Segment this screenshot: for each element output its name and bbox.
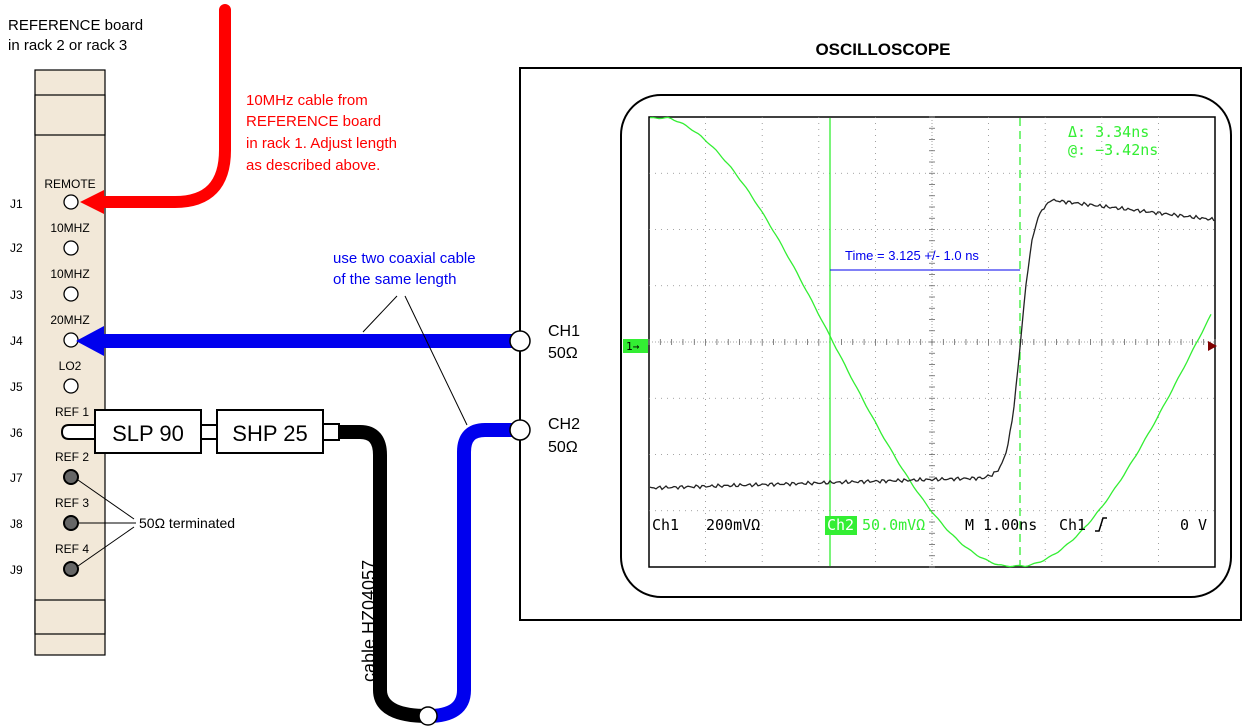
jack-id-j4: J4 <box>10 334 23 348</box>
jack-label-remote: REMOTE <box>44 177 95 191</box>
board-title-line2: in rack 2 or rack 3 <box>8 37 127 54</box>
reference-board-panel <box>34 69 106 656</box>
board-title-line1: REFERENCE board <box>8 17 143 34</box>
jack-j5-connector[interactable] <box>63 378 79 394</box>
status-ch2: Ch2 <box>827 516 854 534</box>
board-bottom-handle <box>34 599 106 635</box>
ch1-impedance: 50Ω <box>548 345 578 362</box>
jack-id-j7: J7 <box>10 471 23 485</box>
blue-ch2-cable <box>427 423 520 723</box>
status-trigger-level: 0 V <box>1180 516 1207 534</box>
ch2-impedance: 50Ω <box>548 439 578 456</box>
oscilloscope-screen: Time = 3.125 +/- 1.0 ns Δ: 3.34ns @: −3.… <box>623 116 1217 568</box>
red-note-line2: REFERENCE board <box>246 113 381 130</box>
trigger-level-marker <box>1208 341 1217 351</box>
red-note: 10MHz cable from REFERENCE board in rack… <box>246 92 397 174</box>
jack-label-ref1: REF 1 <box>55 405 89 419</box>
shp-25-filter: SHP 25 <box>216 409 324 454</box>
ch1-marker-label: 1→ <box>626 340 640 353</box>
jack-id-j9: J9 <box>10 563 23 577</box>
red-arrowhead <box>80 190 104 214</box>
red-10mhz-cable <box>80 4 231 214</box>
blue-note-line2: of the same length <box>333 271 456 288</box>
terminated-callout: 50Ω terminated <box>77 479 235 567</box>
at-readout: @: −3.42ns <box>1068 141 1158 159</box>
ch2-input-connector[interactable] <box>509 419 531 441</box>
status-trigger-source: Ch1 <box>1059 516 1086 534</box>
jack-id-j2: J2 <box>10 241 23 255</box>
status-timebase: M 1.00ns <box>965 516 1037 534</box>
filter-coupler <box>200 424 218 440</box>
slp-90-filter: SLP 90 <box>94 409 202 454</box>
status-ch2-highlight <box>825 516 857 535</box>
jack-j8-terminated <box>63 515 79 531</box>
ch2-waveform <box>649 116 1212 568</box>
jack-label-ref3: REF 3 <box>55 496 89 510</box>
ref1-connector-link <box>60 424 95 440</box>
jack-j2-connector[interactable] <box>63 240 79 256</box>
shp-output-connector <box>322 423 340 441</box>
red-note-line3: in rack 1. Adjust length <box>246 135 397 152</box>
blue-note-line1: use two coaxial cable <box>333 250 476 267</box>
terminated-label: 50Ω terminated <box>139 515 235 531</box>
jack-id-j5: J5 <box>10 380 23 394</box>
ch1-input-connector[interactable] <box>509 330 531 352</box>
cable-label: cable HZ04057 <box>359 560 379 682</box>
screen-graticule <box>648 116 1216 568</box>
jack-label-20mhz: 20MHZ <box>50 313 89 327</box>
jack-id-j3: J3 <box>10 288 23 302</box>
red-note-line4: as described above. <box>246 157 380 174</box>
black-cable <box>330 425 429 723</box>
jack-j4-connector[interactable] <box>63 332 79 348</box>
jack-label-10mhz-b: 10MHZ <box>50 267 89 281</box>
blue-note: use two coaxial cable of the same length <box>333 250 476 426</box>
status-ch1-scale: 200mVΩ <box>706 516 760 534</box>
jack-label-ref4: REF 4 <box>55 542 89 556</box>
status-ch1: Ch1 <box>652 516 679 534</box>
delta-readout: Δ: 3.34ns <box>1068 123 1149 141</box>
blue-ch1-cable <box>76 326 520 356</box>
jack-list: REMOTE J1 10MHZ J2 10MHZ J3 20MHZ J4 LO2… <box>10 177 96 577</box>
jack-id-j6: J6 <box>10 426 23 440</box>
tee-connector <box>418 706 438 726</box>
trigger-edge-icon <box>1095 517 1107 532</box>
ch2-label: CH2 <box>548 416 580 433</box>
jack-label-ref2: REF 2 <box>55 450 89 464</box>
jack-j7-terminated <box>63 469 79 485</box>
oscilloscope-title: OSCILLOSCOPE <box>815 40 950 59</box>
jack-j9-terminated <box>63 561 79 577</box>
time-annotation: Time = 3.125 +/- 1.0 ns <box>845 248 979 263</box>
jack-id-j1: J1 <box>10 197 23 211</box>
ch1-label: CH1 <box>548 323 580 340</box>
ch1-waveform <box>649 198 1215 491</box>
blue-arrowhead <box>76 326 104 356</box>
slp-label: SLP 90 <box>112 421 184 446</box>
jack-j1-connector[interactable] <box>63 194 79 210</box>
shp-label: SHP 25 <box>232 421 307 446</box>
jack-id-j8: J8 <box>10 517 23 531</box>
jack-label-10mhz-a: 10MHZ <box>50 221 89 235</box>
status-ch2-scale: 50.0mVΩ <box>862 516 925 534</box>
red-note-line1: 10MHz cable from <box>246 92 368 109</box>
board-top-handle <box>34 94 106 136</box>
ch1-ground-marker <box>623 339 648 353</box>
jack-label-lo2: LO2 <box>59 359 82 373</box>
jack-j3-connector[interactable] <box>63 286 79 302</box>
